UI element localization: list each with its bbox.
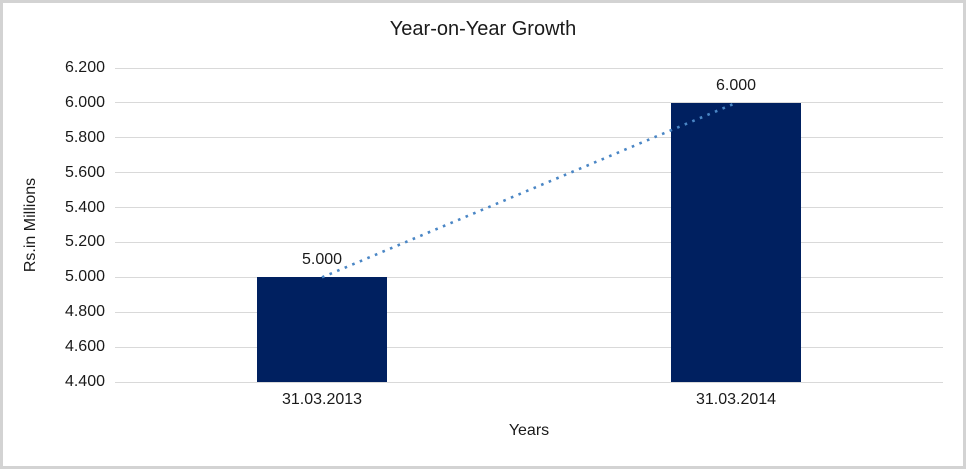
gridline bbox=[115, 241, 943, 243]
plot-area: 5.000 6.000 bbox=[115, 67, 943, 383]
x-axis-title: Years bbox=[508, 422, 550, 439]
bar-31.03.2013 bbox=[257, 277, 387, 382]
y-axis-tick-label: 5.600 bbox=[64, 163, 105, 181]
trendline bbox=[321, 101, 737, 279]
gridline bbox=[115, 346, 943, 348]
y-axis-tick-label: 4.600 bbox=[64, 338, 105, 356]
y-axis-tick-label: 5.800 bbox=[64, 128, 105, 146]
y-axis-tick-labels: 4.400 4.600 4.800 5.000 5.200 5.400 5.600 5.800… bbox=[3, 59, 105, 390]
gridline bbox=[115, 207, 943, 209]
gridline bbox=[115, 311, 943, 313]
x-axis-tick-labels: 31.03.2013 31.03.2014 bbox=[115, 391, 943, 411]
y-axis-tick-label: 5.400 bbox=[64, 198, 105, 216]
gridline bbox=[115, 276, 943, 278]
gridline bbox=[115, 102, 943, 104]
gridline bbox=[115, 137, 943, 139]
data-label-31.03.2013: 5.000 bbox=[301, 251, 343, 269]
y-axis-tick-label: 6.000 bbox=[64, 93, 105, 111]
y-axis-tick-label: 6.200 bbox=[64, 59, 105, 76]
chart-title: Year-on-Year Growth bbox=[389, 18, 577, 40]
y-axis-tick-label: 4.800 bbox=[64, 303, 105, 321]
data-label-31.03.2014: 6.000 bbox=[715, 76, 757, 94]
gridline bbox=[115, 67, 943, 69]
y-axis-tick-label: 5.000 bbox=[64, 268, 105, 286]
y-axis-tick-label: 4.400 bbox=[64, 373, 105, 390]
bar-31.03.2014 bbox=[671, 102, 801, 382]
gridline bbox=[115, 172, 943, 174]
x-axis-tick-label: 31.03.2013 bbox=[281, 391, 363, 408]
gridline bbox=[115, 381, 943, 383]
x-axis-tick-label: 31.03.2014 bbox=[695, 391, 777, 408]
y-axis-tick-label: 5.200 bbox=[64, 233, 105, 251]
